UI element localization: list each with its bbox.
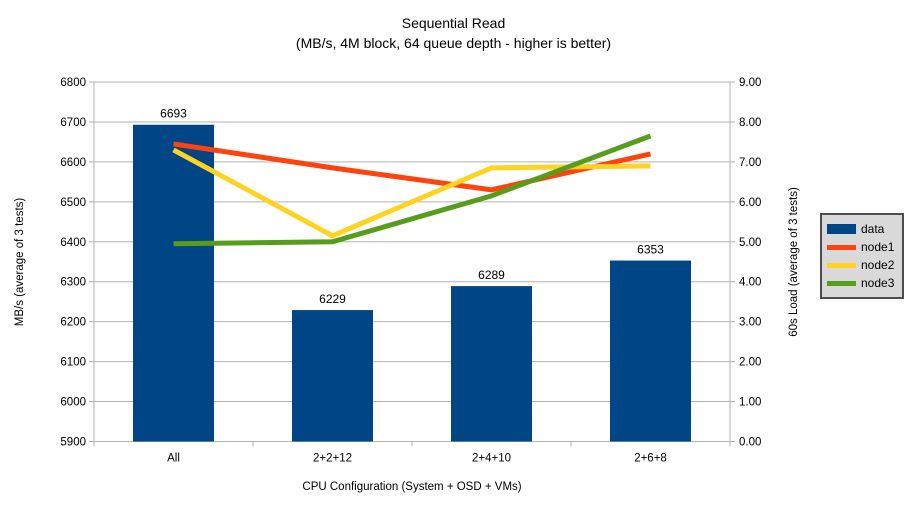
legend-entry-node1: node1 <box>827 238 898 256</box>
right-axis-tick-label: 9.00 <box>739 77 761 89</box>
category-label: All <box>167 453 180 465</box>
right-axis-tick-label: 5.00 <box>739 237 761 249</box>
legend-rect-swatch-icon <box>827 224 856 234</box>
legend-entry-node2: node2 <box>827 256 898 274</box>
legend-line-swatch-icon <box>827 262 856 268</box>
legend-line-swatch-icon <box>827 280 856 286</box>
legend-label: node2 <box>861 258 895 272</box>
left-axis-tick-label: 6300 <box>60 277 86 289</box>
legend-label: node1 <box>861 240 895 254</box>
bar-value-label: 6289 <box>478 268 505 282</box>
line-node3 <box>173 133 652 247</box>
left-axis-tick-label: 6200 <box>60 317 86 329</box>
left-axis-title: MB/s (average of 3 tests) <box>14 197 26 327</box>
right-axis-title: 60s Load (average of 3 tests) <box>788 187 800 337</box>
right-axis-tick-label: 8.00 <box>739 117 761 129</box>
chart-subtitle: (MB/s, 4M block, 64 queue depth - higher… <box>295 35 612 51</box>
bar-value-label: 6353 <box>637 243 664 257</box>
legend-entry-node3: node3 <box>827 274 898 292</box>
right-axis-tick-label: 3.00 <box>739 317 761 329</box>
left-axis-tick-label: 6700 <box>60 117 86 129</box>
right-axis-tick-label: 2.00 <box>739 357 761 369</box>
x-axis-title: CPU Configuration (System + OSD + VMs) <box>302 481 522 493</box>
legend-entry-data: data <box>827 220 898 238</box>
left-axis-tick-label: 6500 <box>60 197 86 209</box>
bar <box>292 310 373 442</box>
bar-value-label: 6693 <box>160 107 187 121</box>
bar <box>610 260 691 442</box>
left-axis-tick-label: 6000 <box>60 397 86 409</box>
category-label: 2+4+10 <box>472 453 511 465</box>
category-label: 2+2+12 <box>313 453 352 465</box>
left-axis-tick-label: 5900 <box>60 437 86 449</box>
legend-label: node3 <box>861 276 895 290</box>
left-axis-tick-label: 6100 <box>60 357 86 369</box>
right-axis-tick-label: 1.00 <box>739 397 761 409</box>
chart-title-block: Sequential Read (MB/s, 4M block, 64 queu… <box>0 13 907 53</box>
right-axis-tick-label: 6.00 <box>739 197 761 209</box>
bar-value-label: 6229 <box>319 292 346 306</box>
right-axis-tick-label: 0.00 <box>739 437 761 449</box>
legend-line-swatch-icon <box>827 244 856 250</box>
legend-label: data <box>861 222 885 236</box>
legend: data node1 node2 node3 <box>820 213 904 299</box>
bar <box>451 286 532 442</box>
left-axis-tick-label: 6400 <box>60 237 86 249</box>
bar <box>133 124 214 442</box>
line-node1 <box>173 141 652 193</box>
left-axis-tick-label: 6800 <box>60 77 86 89</box>
right-axis-tick-label: 7.00 <box>739 157 761 169</box>
chart-title: Sequential Read <box>401 15 506 31</box>
category-label: 2+6+8 <box>634 453 667 465</box>
right-axis-tick-label: 4.00 <box>739 277 761 289</box>
left-axis-tick-label: 6600 <box>60 157 86 169</box>
